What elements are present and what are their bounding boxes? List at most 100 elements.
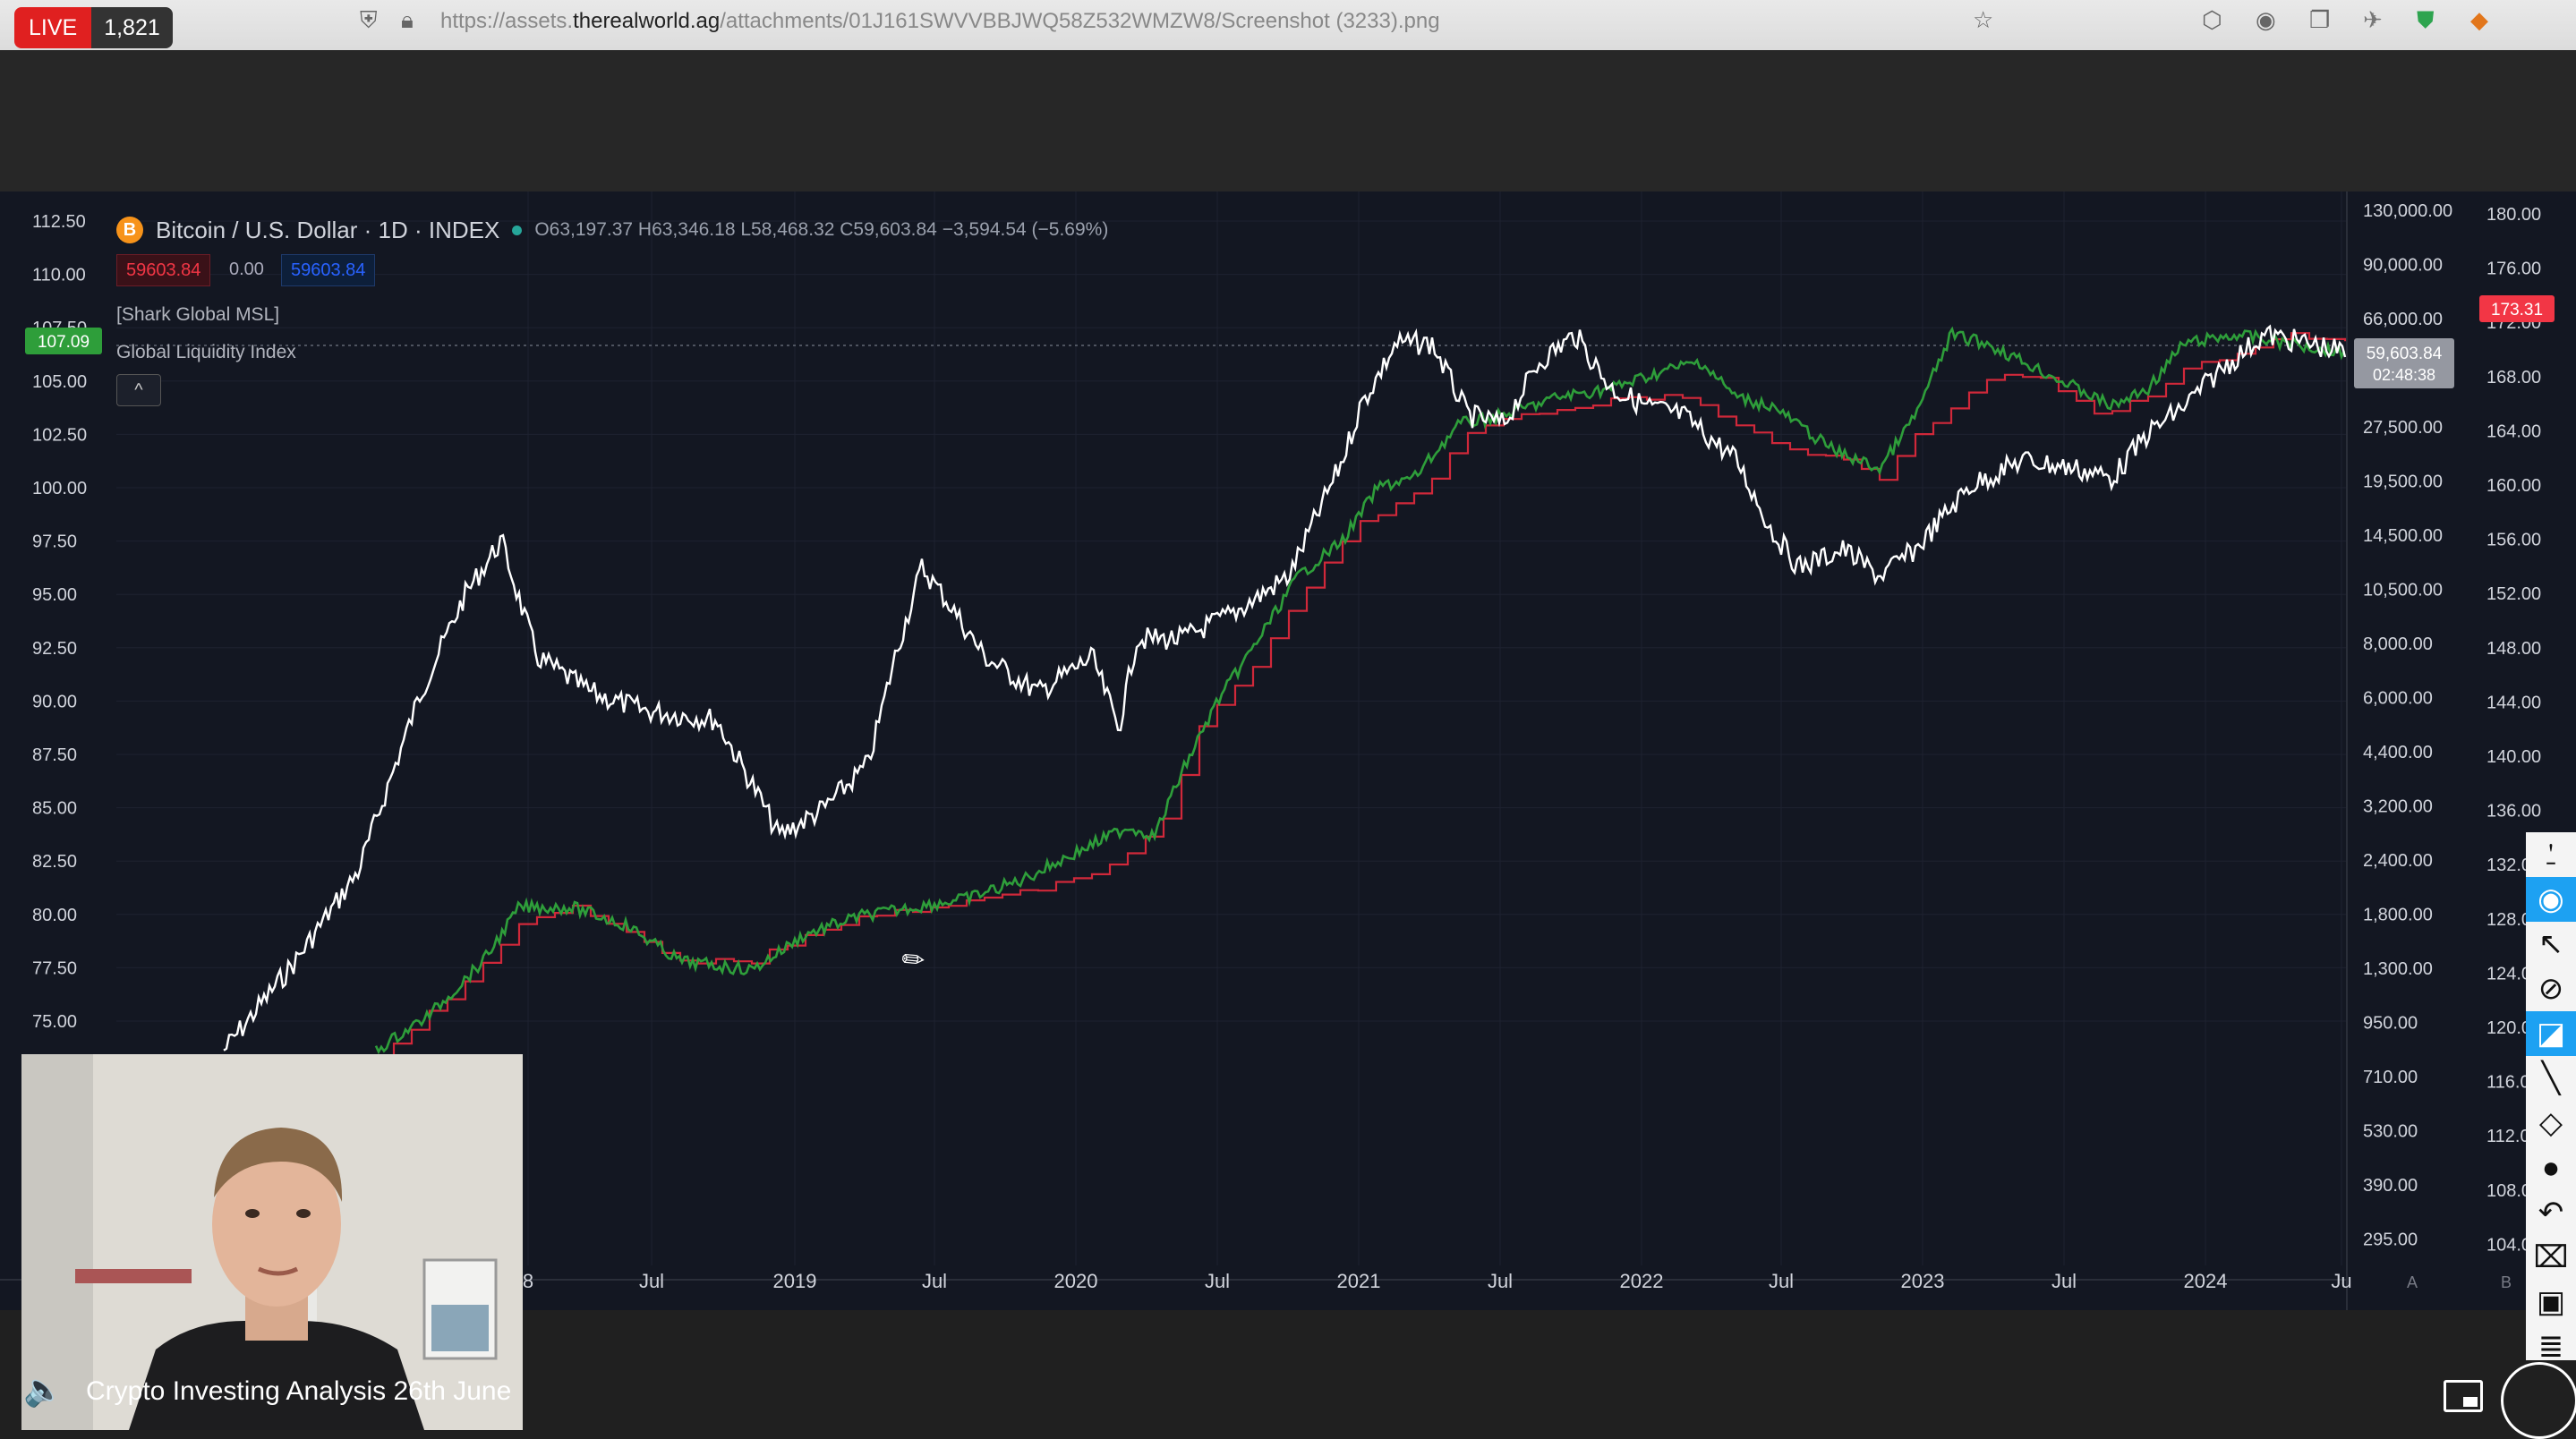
time-axis: 8 Jul 2019 Jul 2020 Jul 2021 Jul 2022 Jul 2023 Jul 2… [523, 1270, 2512, 1292]
extension-icon-1[interactable]: ✈ [2363, 6, 2383, 33]
letterbox-top [0, 50, 2576, 192]
price-axis-tick: 66,000.00 [2363, 310, 2443, 329]
auto-scale-button: A [2407, 1273, 2418, 1291]
left-axis-tick: 112.50 [32, 212, 86, 232]
eraser-icon[interactable]: ⊘ [2538, 972, 2564, 1006]
countdown-text: 02:48:38 [2373, 366, 2435, 384]
price-axis-tick: 710.00 [2363, 1068, 2418, 1087]
indicator-shark-msl[interactable]: [Shark Global MSL] [116, 304, 280, 325]
global-liquidity-line [374, 326, 2346, 1055]
account-icon[interactable]: ◉ [2256, 6, 2276, 33]
symbol-legend[interactable]: B Bitcoin / U.S. Dollar · 1D · INDEX O63… [116, 215, 1108, 245]
price-axis-tick: 130,000.00 [2363, 201, 2452, 221]
speaker-icon[interactable]: 🔈 [23, 1371, 64, 1408]
time-axis-tick: 8 [523, 1270, 533, 1292]
right-axis-tick: 144.00 [2486, 693, 2541, 712]
notes-icon[interactable]: ≣ [2538, 1330, 2564, 1364]
dot-icon[interactable]: ● [2541, 1150, 2561, 1185]
highlighter-icon[interactable]: ◪ [2526, 1011, 2576, 1056]
buy-price-box[interactable]: 59603.84 [281, 254, 376, 286]
eye-icon[interactable]: ◉ [2526, 877, 2576, 922]
left-axis-tick: 90.00 [32, 692, 77, 711]
pin-icon[interactable]: ⍘ [2541, 837, 2561, 872]
sell-price-box[interactable]: 59603.84 [116, 254, 211, 286]
star-icon[interactable]: ☆ [1973, 6, 1994, 33]
video-title: Crypto Investing Analysis 26th June [86, 1376, 512, 1406]
time-axis-tick: Jul [1205, 1270, 1230, 1292]
extension-icon-3[interactable]: ◆ [2470, 6, 2488, 33]
lock-icon[interactable]: 🔒︎ [401, 6, 414, 33]
left-axis: 112.50110.00107.50105.00102.50100.0097.5… [32, 212, 87, 1032]
pip-inner [2463, 1397, 2478, 1407]
fullscreen-button[interactable] [2501, 1362, 2576, 1439]
right-axis-tick: 148.00 [2486, 639, 2541, 659]
undo-icon[interactable]: ↶ [2538, 1196, 2564, 1230]
time-axis-tick: Jul [639, 1270, 664, 1292]
time-axis-tick: 2020 [1054, 1270, 1098, 1292]
picture-in-picture-icon[interactable] [2444, 1380, 2483, 1412]
bitcoin-icon: B [116, 217, 143, 243]
right-axis-tick: 136.00 [2486, 802, 2541, 822]
symbol-title: Bitcoin / U.S. Dollar · 1D · INDEX [156, 216, 500, 243]
pocket-icon[interactable]: ⬡ [2202, 6, 2222, 33]
select-arrow-icon[interactable]: ↖ [2538, 927, 2564, 961]
time-axis-tick: Jul [922, 1270, 947, 1292]
time-axis-tick: 2021 [1337, 1270, 1381, 1292]
live-badge: LIVE 1,821 [14, 7, 173, 48]
ohlc-values: O63,197.37 H63,346.18 L58,468.32 C59,603… [534, 219, 1109, 240]
trash-icon[interactable]: ⌧ [2533, 1240, 2569, 1274]
presenter-image [21, 1054, 523, 1430]
url-path: /attachments/01J161SWVVBBJWQ58Z532WMZW8/… [720, 9, 1440, 33]
screen-icon[interactable]: ▣ [2536, 1285, 2566, 1319]
live-label: LIVE [14, 7, 92, 48]
right-axis-tick: 180.00 [2486, 205, 2541, 225]
right-axis-tick: 160.00 [2486, 476, 2541, 496]
price-axis-tick: 530.00 [2363, 1122, 2418, 1142]
left-axis-tick: 82.50 [32, 852, 77, 872]
left-axis-tick: 105.00 [32, 372, 87, 392]
time-axis-tick: Jul [1769, 1270, 1794, 1292]
left-axis-tick: 110.00 [32, 266, 86, 285]
webcam-feed [21, 1054, 523, 1430]
left-axis-tick: 100.00 [32, 479, 87, 498]
price-axis-tick: 6,000.00 [2363, 689, 2433, 709]
left-axis-tick: 92.50 [32, 639, 77, 659]
price-axis-tick: 1,800.00 [2363, 906, 2433, 925]
left-axis-tick: 85.00 [32, 799, 77, 819]
left-value-badge [25, 328, 102, 354]
left-axis-tick: 102.50 [32, 425, 87, 445]
cursor-icon: ✎ [896, 941, 932, 978]
collapse-legend-button[interactable]: ^ [116, 374, 161, 406]
time-axis-tick: Ju [2331, 1270, 2351, 1292]
browser-toolbar: LIVE 1,821 ⛨ 🔒︎ https://assets.therealwo… [0, 0, 2576, 51]
time-axis-tick: Jul [2051, 1270, 2077, 1292]
left-axis-tick: 77.50 [32, 958, 77, 978]
price-axis-tick: 14,500.00 [2363, 526, 2443, 546]
extensions-icon[interactable]: ❐ [2309, 6, 2331, 33]
marker-icon[interactable]: ◇ [2538, 1106, 2563, 1140]
right-axis-tick: 168.00 [2486, 368, 2541, 387]
right-value-badge-text: 173.31 [2491, 301, 2543, 319]
shield-icon[interactable]: ⛨ [360, 6, 378, 33]
price-axis-tick: 90,000.00 [2363, 256, 2443, 276]
chart-grid [0, 192, 2348, 1310]
right-axis-tick: 140.00 [2486, 747, 2541, 767]
left-value-badge-text: 107.09 [38, 333, 90, 352]
price-axis-tick: 2,400.00 [2363, 851, 2433, 871]
extension-icon-2[interactable]: ⛊ [2417, 6, 2435, 33]
time-axis-tick: 2022 [1620, 1270, 1664, 1292]
price-axis-tick: 3,200.00 [2363, 797, 2433, 817]
spread-value: 0.00 [229, 260, 264, 279]
address-bar[interactable]: https://assets.therealworld.ag/attachmen… [440, 7, 1440, 36]
price-axis-tick: 4,400.00 [2363, 743, 2433, 762]
right-axis-tick: 164.00 [2486, 421, 2541, 441]
price-axis-tick: 10,500.00 [2363, 581, 2443, 600]
log-scale-button: B [2501, 1273, 2512, 1291]
price-axis-tick: 8,000.00 [2363, 634, 2433, 654]
price-axis-tick: 390.00 [2363, 1176, 2418, 1196]
pen-icon[interactable]: ╲ [2541, 1061, 2561, 1095]
shark-msl-line [376, 332, 2347, 1062]
left-axis-tick: 95.00 [32, 585, 77, 605]
left-axis-tick: 87.50 [32, 745, 77, 765]
indicator-global-liquidity[interactable]: Global Liquidity Index [116, 342, 296, 362]
